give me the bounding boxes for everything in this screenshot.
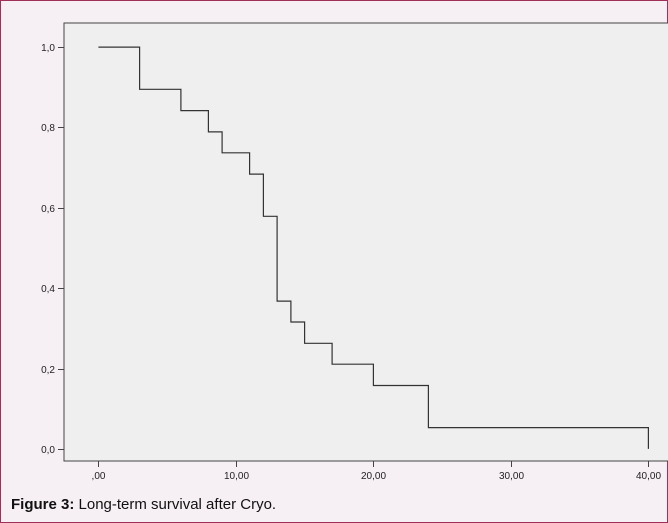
x-tick-label: ,00: [92, 471, 106, 482]
x-tick-label: 20,00: [361, 471, 386, 482]
chart: 0,0 0,2 0,4 0,6 0,8 1,0 ,00 10,00 20,00 30,00 40,…: [1, 1, 668, 491]
survival-step-line: [98, 46, 649, 449]
plot-area: [63, 22, 668, 462]
y-axis: 0,0 0,2 0,4 0,6 0,8 1,0: [41, 43, 64, 456]
y-tick-label: 0,2: [41, 365, 55, 376]
caption-text: Long-term survival after Cryo.: [78, 496, 277, 513]
caption-label: Figure 3:: [11, 496, 75, 513]
x-tick-label: 30,00: [499, 471, 524, 482]
x-tick-label: 10,00: [224, 471, 249, 482]
y-tick-label: 0,4: [41, 284, 55, 295]
survival-chart-svg: 0,0 0,2 0,4 0,6 0,8 1,0 ,00 10,00 20,00 30,00 40,…: [41, 22, 668, 482]
y-tick-label: 0,0: [41, 445, 55, 456]
x-axis: ,00 10,00 20,00 30,00 40,00: [92, 461, 661, 482]
figure-caption: Figure 3: Long-term survival after Cryo.: [11, 496, 276, 513]
x-tick-label: 40,00: [636, 471, 661, 482]
y-tick-label: 0,8: [41, 123, 55, 134]
y-tick-label: 1,0: [41, 43, 55, 54]
y-tick-label: 0,6: [41, 204, 55, 215]
